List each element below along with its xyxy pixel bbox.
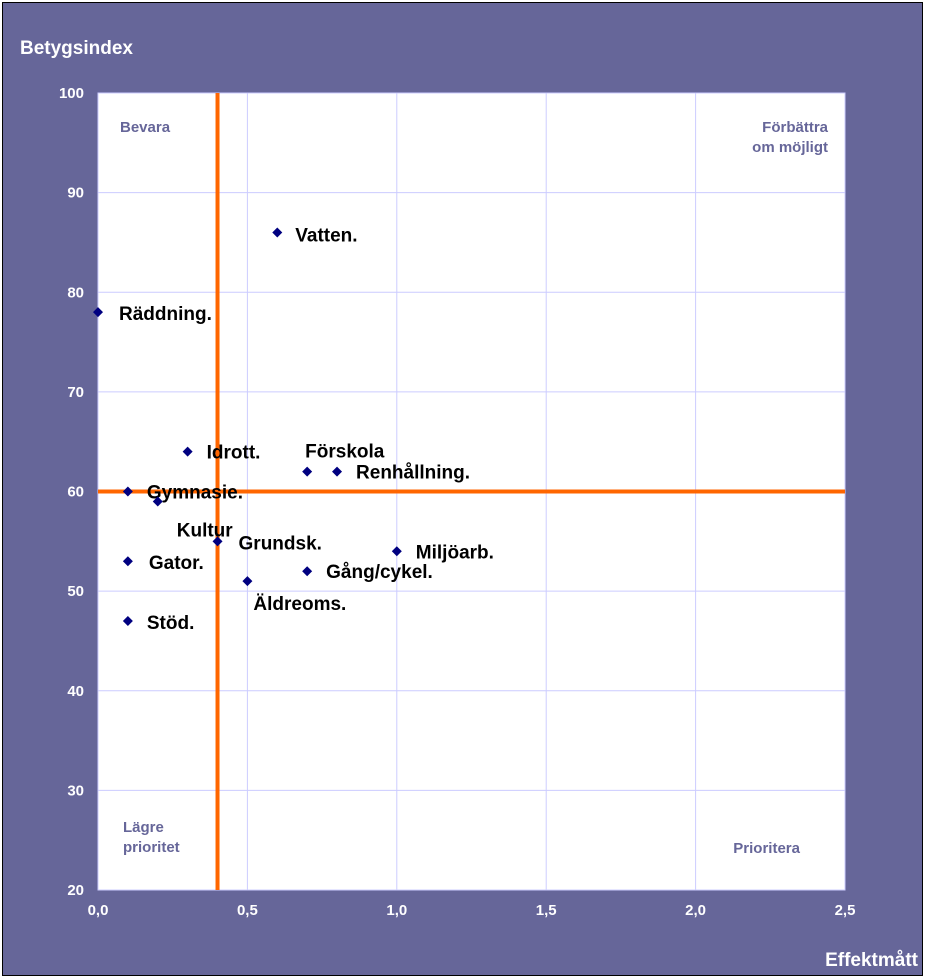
y-axis-title: Betygsindex — [20, 38, 133, 59]
quadrant-label-top-left: Bevara — [120, 119, 171, 136]
x-tick-label: 0,5 — [237, 902, 258, 919]
y-tick-label: 100 — [59, 85, 84, 102]
data-point-label: Vatten. — [295, 225, 357, 246]
data-point-label: Grundsk. — [239, 533, 322, 554]
quadrant-label-bottom-right: Prioritera — [733, 840, 800, 857]
x-axis-title: Effektmått — [825, 950, 919, 971]
x-tick-label: 2,5 — [835, 902, 856, 919]
y-tick-label: 60 — [67, 484, 84, 501]
y-tick-label: 30 — [67, 782, 84, 799]
quadrant-label-bottom-left: prioritet — [123, 839, 180, 856]
data-point-label: Räddning. — [119, 304, 212, 325]
data-point-label: Äldreoms. — [253, 594, 346, 615]
x-tick-label: 1,0 — [386, 902, 407, 919]
data-point-label: Förskola — [305, 442, 385, 463]
data-point-label: Idrott. — [207, 443, 261, 464]
data-point-label: Gång/cykel. — [326, 562, 433, 583]
quadrant-label-top-right: om möjligt — [752, 139, 828, 156]
x-tick-label: 0,0 — [88, 902, 109, 919]
quadrant-label-top-right: Förbättra — [762, 119, 828, 136]
data-point-label: Gator. — [149, 553, 204, 574]
data-point-label: Miljöarb. — [416, 542, 494, 563]
x-tick-label: 1,5 — [536, 902, 557, 919]
y-tick-label: 20 — [67, 882, 84, 899]
x-tick-label: 2,0 — [685, 902, 706, 919]
quadrant-label-bottom-left: Lägre — [123, 819, 164, 836]
y-tick-label: 40 — [67, 683, 84, 700]
data-point-label: Kultur — [177, 520, 234, 541]
y-tick-label: 70 — [67, 384, 84, 401]
y-tick-label: 90 — [67, 185, 84, 202]
data-point-label: Stöd. — [147, 613, 195, 634]
data-point-label: Renhållning. — [356, 463, 470, 484]
y-tick-label: 50 — [67, 583, 84, 600]
y-tick-label: 80 — [67, 284, 84, 301]
